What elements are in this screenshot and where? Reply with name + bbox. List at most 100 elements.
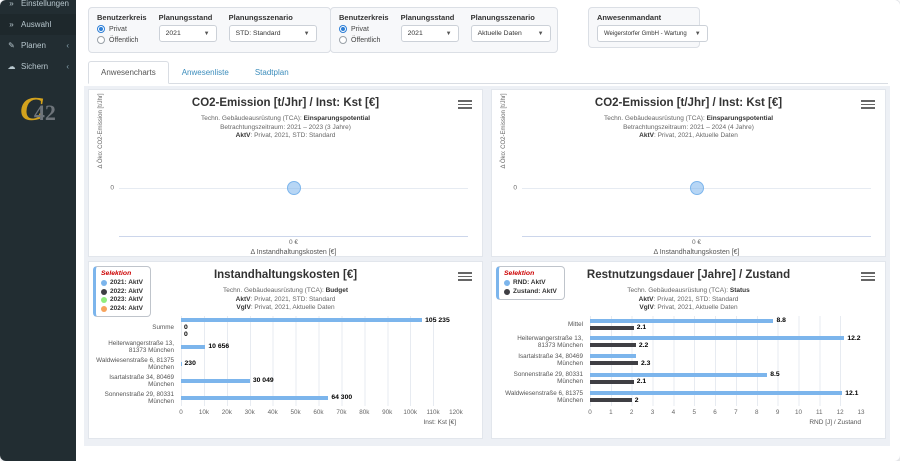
bar-value-label: 2.3 [640, 359, 651, 367]
bar-value-label: 30 049 [252, 377, 274, 384]
legend-item-label: Zustand: AktV [513, 287, 557, 295]
tab-stadtplan[interactable]: Stadtplan [254, 68, 289, 77]
sidebar-item-label: Sichern [21, 62, 49, 71]
chart-title: Restnutzungsdauer [Jahre] / Zustand [586, 269, 791, 281]
legend-item[interactable]: 2023: AktV [101, 296, 143, 305]
legend-item[interactable]: 2021: AktV [101, 279, 143, 288]
bar-value-label: 64 300 [331, 394, 353, 401]
chart-legend: Selektion RND: AktV Zustand: AktV [496, 266, 565, 300]
planungsstand-select-2[interactable]: 2021 ▼ [400, 25, 459, 42]
radio-label: Privat [351, 25, 369, 33]
bar-row: Isartalstraße 34, 80469 München 2.3 [498, 353, 861, 367]
radio-oeffentlich-1[interactable]: Öffentlich [97, 36, 147, 44]
legend-marker-icon [101, 280, 107, 287]
chart-panel-instandhaltungskosten: Instandhaltungskosten [€] Techn. Gebäude… [88, 261, 483, 439]
x-axis-tick: 100k [403, 409, 417, 416]
x-axis-tick: 12 [836, 409, 844, 416]
bar [590, 325, 634, 330]
legend-item-label: 2021: AktV [110, 279, 143, 286]
select-value: STD: Standard [235, 30, 281, 37]
bar-row: Sonnenstraße 29, 80331 München 64 300 [95, 391, 456, 405]
filter-card-mandant: Anwesenmandant Weigerstorfer GmbH - Wart… [588, 7, 708, 48]
chart-menu-icon[interactable] [458, 98, 472, 111]
chevron-down-icon: ▼ [537, 30, 544, 37]
bar [590, 372, 768, 377]
chart-menu-icon[interactable] [458, 270, 472, 283]
x-ticks: 0 10k 20k 30k 40k 50k 60k 70k 80k 90k 100k 110k 120k [179, 409, 463, 417]
sidebar-item-planen[interactable]: ✎ Planen ‹ [0, 35, 76, 56]
planungsszenario-select-1[interactable]: STD: Standard ▼ [228, 25, 317, 42]
chart-subtitle: Techn. Gebäudeausrüstung (TCA): Status Ak… [627, 287, 750, 311]
category-label: Isartalstraße 34, 80469 München [109, 373, 174, 388]
planungsszenario-select-2[interactable]: Aktuelle Daten ▼ [470, 25, 551, 42]
select-value: 2021 [165, 30, 181, 37]
chart-panel-co2-aktuell: CO2-Emission [t/Jhr] / Inst: Kst [€] Tec… [491, 89, 886, 257]
x-axis-tick: 9 [775, 409, 780, 416]
planungsszenario-group-1: Planungsszenario STD: Standard ▼ [228, 13, 317, 47]
legend-item[interactable]: 2024: AktV [101, 305, 143, 314]
filter-card-vergleich: Benutzerkreis Privat Öffentlich Planungs… [330, 7, 558, 53]
radio-unselected-icon[interactable] [97, 36, 105, 44]
radio-unselected-icon[interactable] [339, 36, 347, 44]
bar-row: Summe 105 235 0 0 [95, 317, 456, 338]
tab-anwesencharts[interactable]: Anwesencharts [88, 61, 169, 84]
bar-value-label: 2.1 [636, 378, 647, 386]
bar-value-label: 8.5 [770, 371, 780, 379]
chart-menu-icon[interactable] [861, 270, 875, 283]
double-chevron-icon: » [9, 0, 14, 8]
chart-title: Instandhaltungskosten [€] [213, 269, 358, 281]
y-axis-label: Δ Öko: CO2-Emission [t/Jhr] [501, 93, 507, 169]
chevron-down-icon: ▼ [203, 30, 210, 37]
x-axis-tick: 40k [267, 409, 278, 416]
sidebar-item-auswahl[interactable]: » Auswahl [0, 14, 76, 35]
planungsstand-select-1[interactable]: 2021 ▼ [158, 25, 217, 42]
tab-anwesenliste[interactable]: Anwesenliste [181, 68, 229, 77]
legend-item[interactable]: RND: AktV [504, 279, 557, 288]
category-label: Heiterwangerstraße 13, 81373 München [517, 334, 583, 349]
chart-legend-items: RND: AktV Zustand: AktV [504, 279, 557, 296]
anwesenmandant-select[interactable]: Weigerstorfer GmbH - Wartung ▼ [597, 25, 708, 42]
bar-row: Heiterwangerstraße 13, 81373 München 10 6… [95, 340, 456, 354]
radio-oeffentlich-2[interactable]: Öffentlich [339, 36, 389, 44]
radio-selected-icon[interactable] [339, 25, 347, 33]
bar-row: Isartalstraße 34, 80469 München 30 049 [95, 374, 456, 388]
bar [590, 379, 634, 384]
category-label: Summe [152, 323, 174, 331]
y-axis-label: Δ Öko: CO2-Emission [t/Jhr] [98, 93, 104, 169]
sidebar-item-einstellungen[interactable]: » Einstellungen [0, 0, 76, 14]
x-axis-tick: 0 € [691, 239, 702, 246]
select-value: Aktuelle Daten [477, 30, 522, 37]
legend-item[interactable]: 2022: AktV [101, 288, 143, 297]
filter-band: Benutzerkreis Privat Öffentlich Planungs… [76, 0, 900, 58]
x-axis-tick: 0 [588, 409, 592, 416]
planungsszenario-group-2: Planungsszenario Aktuelle Daten ▼ [470, 13, 551, 47]
radio-privat-2[interactable]: Privat [339, 25, 389, 33]
bar-value-label: 10 656 [208, 343, 230, 350]
legend-marker-icon [504, 280, 510, 287]
chart-legend: Selektion 2021: AktV 2022: AktV 2023: AktV… [93, 266, 151, 317]
sidebar-item-sichern[interactable]: ☁ Sichern ‹ [0, 56, 76, 77]
x-axis-label: Δ Instandhaltungskosten [€] [250, 249, 337, 256]
bar [181, 395, 329, 400]
bar-value-label: 230 [184, 360, 196, 367]
logo-number: 42 [33, 100, 56, 125]
legend-item[interactable]: Zustand: AktV [504, 288, 557, 297]
benutzerkreis-group-1: Benutzerkreis Privat Öffentlich [97, 13, 147, 47]
radio-privat-1[interactable]: Privat [97, 25, 147, 33]
category-label: Waldwiesenstraße 6, 81375 München [96, 356, 174, 371]
y-axis-tick: 0 [110, 184, 114, 192]
chart-panel-restnutzungsdauer: Restnutzungsdauer [Jahre] / Zustand Tech… [491, 261, 886, 439]
select-value: Weigerstorfer GmbH - Wartung [604, 30, 687, 37]
y-axis-tick: 0 [513, 184, 517, 192]
bar [181, 378, 250, 383]
x-axis-tick: 70k [336, 409, 347, 416]
bar-value-label: 2.1 [636, 324, 647, 332]
bar-row: Waldwiesenstraße 6, 81375 München 12.1 2 [498, 390, 861, 404]
tab-bar: Anwesencharts Anwesenliste Stadtplan [88, 61, 888, 84]
legend-item-label: 2023: AktV [110, 296, 143, 303]
chart-menu-icon[interactable] [861, 98, 875, 111]
bar-row: Waldwiesenstraße 6, 81375 München 230 [95, 357, 456, 371]
radio-selected-icon[interactable] [97, 25, 105, 33]
scatter-plot: 0 0 € Δ Instandhaltungskosten [€] [110, 152, 468, 256]
category-label: Mittel [567, 320, 583, 328]
